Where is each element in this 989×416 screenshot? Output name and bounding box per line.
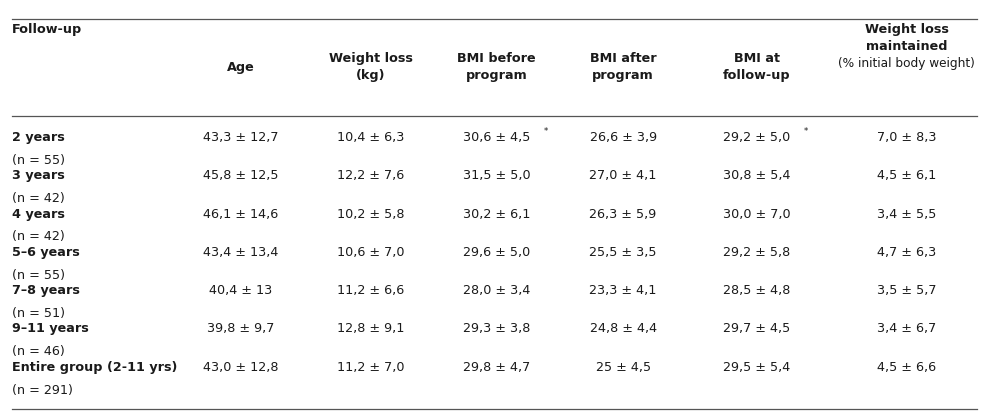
- Text: Entire group (2-11 yrs): Entire group (2-11 yrs): [12, 361, 177, 374]
- Text: 25,5 ± 3,5: 25,5 ± 3,5: [589, 246, 657, 259]
- Text: 7–8 years: 7–8 years: [12, 284, 80, 297]
- Text: (n = 46): (n = 46): [12, 345, 64, 358]
- Text: 31,5 ± 5,0: 31,5 ± 5,0: [463, 169, 530, 182]
- Text: (% initial body weight): (% initial body weight): [839, 57, 975, 70]
- Text: *: *: [544, 127, 548, 136]
- Text: 29,5 ± 5,4: 29,5 ± 5,4: [723, 361, 790, 374]
- Text: 28,5 ± 4,8: 28,5 ± 4,8: [723, 284, 790, 297]
- Text: 10,6 ± 7,0: 10,6 ± 7,0: [337, 246, 405, 259]
- Text: 28,0 ± 3,4: 28,0 ± 3,4: [463, 284, 530, 297]
- Text: Weight loss: Weight loss: [329, 52, 412, 65]
- Text: 7,0 ± 8,3: 7,0 ± 8,3: [877, 131, 937, 144]
- Text: 43,3 ± 12,7: 43,3 ± 12,7: [203, 131, 278, 144]
- Text: 29,3 ± 3,8: 29,3 ± 3,8: [463, 322, 530, 335]
- Text: 5–6 years: 5–6 years: [12, 246, 80, 259]
- Text: 10,4 ± 6,3: 10,4 ± 6,3: [337, 131, 405, 144]
- Text: 23,3 ± 4,1: 23,3 ± 4,1: [589, 284, 657, 297]
- Text: 29,2 ± 5,0: 29,2 ± 5,0: [723, 131, 790, 144]
- Text: 46,1 ± 14,6: 46,1 ± 14,6: [203, 208, 278, 220]
- Text: 26,6 ± 3,9: 26,6 ± 3,9: [589, 131, 657, 144]
- Text: (n = 42): (n = 42): [12, 192, 64, 205]
- Text: maintained: maintained: [866, 40, 947, 52]
- Text: 43,0 ± 12,8: 43,0 ± 12,8: [203, 361, 278, 374]
- Text: Weight loss: Weight loss: [865, 23, 948, 36]
- Text: Follow-up: Follow-up: [12, 23, 82, 36]
- Text: 39,8 ± 9,7: 39,8 ± 9,7: [207, 322, 274, 335]
- Text: (n = 291): (n = 291): [12, 384, 73, 396]
- Text: 4,5 ± 6,1: 4,5 ± 6,1: [877, 169, 937, 182]
- Text: 27,0 ± 4,1: 27,0 ± 4,1: [589, 169, 657, 182]
- Text: (n = 51): (n = 51): [12, 307, 65, 320]
- Text: (n = 42): (n = 42): [12, 230, 64, 243]
- Text: 2 years: 2 years: [12, 131, 64, 144]
- Text: 29,7 ± 4,5: 29,7 ± 4,5: [723, 322, 790, 335]
- Text: 30,6 ± 4,5: 30,6 ± 4,5: [463, 131, 530, 144]
- Text: 3,5 ± 5,7: 3,5 ± 5,7: [877, 284, 937, 297]
- Text: 10,2 ± 5,8: 10,2 ± 5,8: [337, 208, 405, 220]
- Text: 24,8 ± 4,4: 24,8 ± 4,4: [589, 322, 657, 335]
- Text: 9–11 years: 9–11 years: [12, 322, 89, 335]
- Text: Age: Age: [226, 61, 254, 74]
- Text: 3,4 ± 5,5: 3,4 ± 5,5: [877, 208, 937, 220]
- Text: 30,8 ± 5,4: 30,8 ± 5,4: [723, 169, 790, 182]
- Text: 40,4 ± 13: 40,4 ± 13: [209, 284, 272, 297]
- Text: 11,2 ± 6,6: 11,2 ± 6,6: [337, 284, 405, 297]
- Text: 26,3 ± 5,9: 26,3 ± 5,9: [589, 208, 657, 220]
- Text: program: program: [466, 69, 527, 82]
- Text: 30,0 ± 7,0: 30,0 ± 7,0: [723, 208, 790, 220]
- Text: (kg): (kg): [356, 69, 386, 82]
- Text: 29,2 ± 5,8: 29,2 ± 5,8: [723, 246, 790, 259]
- Text: 12,2 ± 7,6: 12,2 ± 7,6: [337, 169, 405, 182]
- Text: 12,8 ± 9,1: 12,8 ± 9,1: [337, 322, 405, 335]
- Text: program: program: [592, 69, 654, 82]
- Text: (n = 55): (n = 55): [12, 269, 65, 282]
- Text: 3 years: 3 years: [12, 169, 64, 182]
- Text: 11,2 ± 7,0: 11,2 ± 7,0: [337, 361, 405, 374]
- Text: (n = 55): (n = 55): [12, 154, 65, 167]
- Text: BMI before: BMI before: [457, 52, 536, 65]
- Text: 45,8 ± 12,5: 45,8 ± 12,5: [203, 169, 278, 182]
- Text: 29,6 ± 5,0: 29,6 ± 5,0: [463, 246, 530, 259]
- Text: 4,7 ± 6,3: 4,7 ± 6,3: [877, 246, 937, 259]
- Text: BMI at: BMI at: [734, 52, 779, 65]
- Text: 30,2 ± 6,1: 30,2 ± 6,1: [463, 208, 530, 220]
- Text: 4 years: 4 years: [12, 208, 64, 220]
- Text: 3,4 ± 6,7: 3,4 ± 6,7: [877, 322, 937, 335]
- Text: follow-up: follow-up: [723, 69, 790, 82]
- Text: BMI after: BMI after: [589, 52, 657, 65]
- Text: 43,4 ± 13,4: 43,4 ± 13,4: [203, 246, 278, 259]
- Text: 29,8 ± 4,7: 29,8 ± 4,7: [463, 361, 530, 374]
- Text: 25 ± 4,5: 25 ± 4,5: [595, 361, 651, 374]
- Text: 4,5 ± 6,6: 4,5 ± 6,6: [877, 361, 937, 374]
- Text: *: *: [804, 127, 808, 136]
